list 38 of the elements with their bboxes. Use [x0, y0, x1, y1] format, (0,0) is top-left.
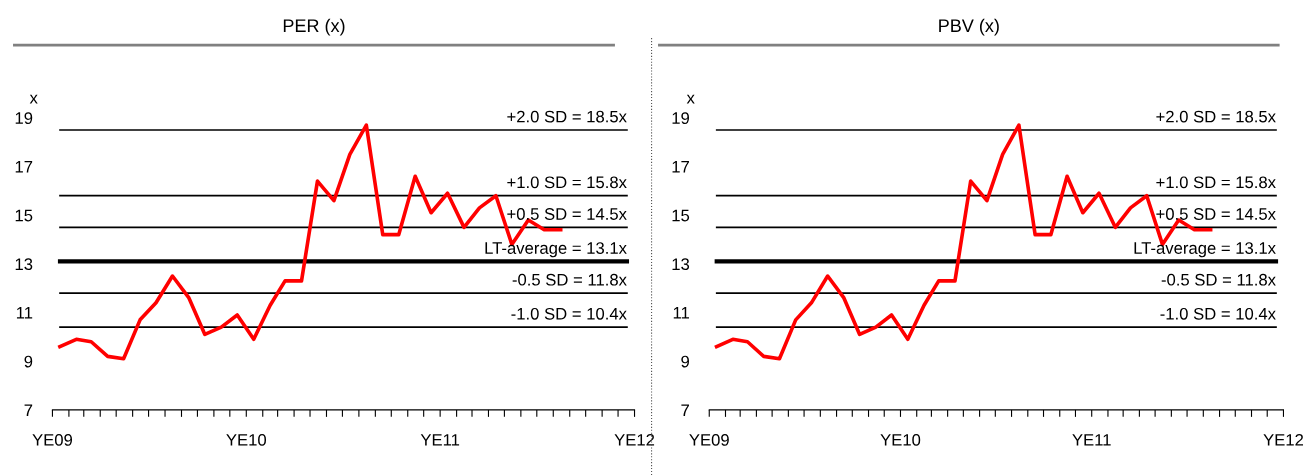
x-tick-label: YE12 — [1263, 433, 1304, 446]
y-tick-label: 7 — [681, 404, 689, 416]
y-tick-label: 13 — [15, 258, 33, 271]
y-tick-label: 19 — [15, 112, 33, 124]
ref-line-label: +2.0 SD = 18.5x — [1156, 110, 1276, 123]
chart-title: PBV (x) — [939, 18, 999, 36]
y-tick-label: 15 — [15, 209, 33, 222]
ref-line-label: +1.0 SD = 15.8x — [1156, 176, 1276, 189]
ref-line-label: -0.5 SD = 11.8x — [1161, 273, 1276, 286]
x-tick-label: YE11 — [420, 434, 460, 446]
x-tick-label: YE10 — [880, 433, 921, 446]
ref-line-label: -1.0 SD = 10.4x — [1160, 307, 1276, 320]
y-tick-label: 19 — [672, 112, 690, 124]
ref-line-label: +0.5 SD = 14.5x — [1156, 208, 1276, 220]
x-tick-label: YE10 — [226, 433, 267, 446]
ref-line-label: LT-average = 13.1x — [485, 242, 627, 258]
y-tick-label: 9 — [24, 355, 33, 368]
y-tick-label: 9 — [681, 355, 690, 368]
x-tick-label: YE12 — [614, 433, 655, 446]
ref-line-label: -0.5 SD = 11.8x — [512, 273, 627, 286]
ref-line-label: +1.0 SD = 15.8x — [507, 176, 627, 189]
ref-line-label: +0.5 SD = 14.5x — [507, 208, 627, 220]
y-tick-label: 7 — [24, 404, 33, 416]
y-tick-label: 11 — [16, 307, 33, 319]
ref-line-label: -1.0 SD = 10.4x — [511, 307, 627, 320]
x-tick-label: YE09 — [689, 433, 729, 446]
y-tick-label: 17 — [672, 161, 689, 173]
y-axis-title: x — [686, 94, 695, 104]
y-axis-title: x — [29, 94, 38, 104]
y-tick-label: 11 — [673, 307, 689, 319]
x-tick-label: YE11 — [1072, 434, 1111, 446]
ref-line-label: +2.0 SD = 18.5x — [507, 110, 627, 123]
y-tick-label: 13 — [672, 258, 690, 271]
y-tick-label: 15 — [672, 209, 690, 222]
y-tick-label: 17 — [15, 161, 33, 173]
chart-title: PER (x) — [283, 18, 345, 36]
ref-line-label: LT-average = 13.1x — [1134, 242, 1276, 258]
x-tick-label: YE09 — [32, 433, 73, 446]
